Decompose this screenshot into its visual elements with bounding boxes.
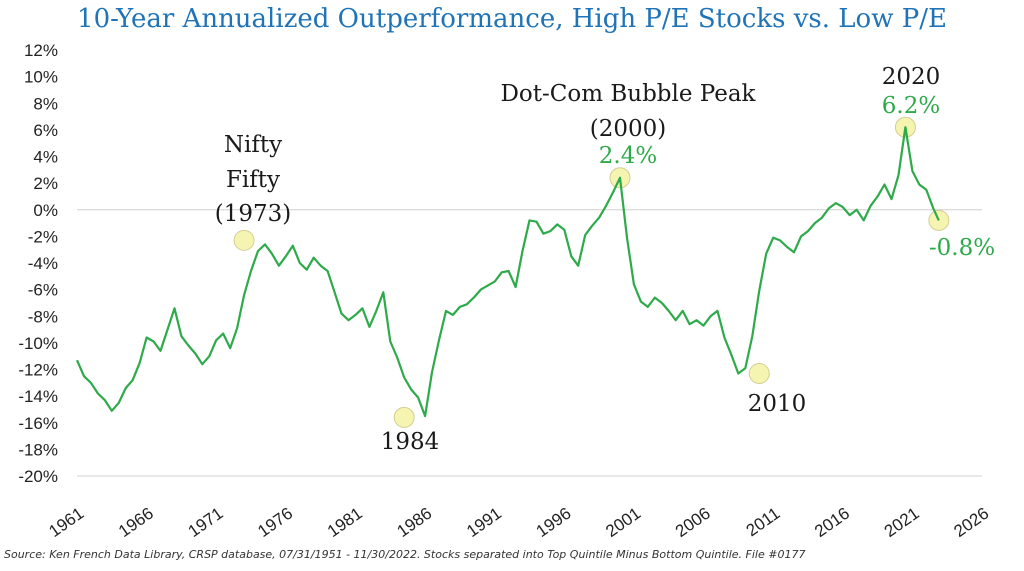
x-tick-label: 1966: [115, 504, 157, 541]
y-tick-label: -4%: [28, 254, 58, 273]
marker-1984: [393, 406, 415, 428]
x-tick-label: 2006: [672, 504, 714, 541]
x-tick-label: 2011: [743, 504, 784, 541]
y-tick-label: 6%: [33, 121, 58, 140]
annotation-2020-label: 2020: [882, 64, 941, 90]
x-tick-label: 1981: [324, 504, 366, 541]
annotation-latest-value: -0.8%: [929, 235, 995, 261]
y-tick-label: -18%: [18, 440, 58, 459]
annotation-dot-com-label: Dot-Com Bubble Peak: [500, 81, 756, 107]
annotation-nifty-fifty-label: (1973): [215, 201, 291, 227]
x-tick-label: 2001: [602, 504, 644, 541]
annotation-labels: Nifty Fifty (1973) 1984 Dot-Com Bubble Peak (…: [215, 64, 995, 455]
x-tick-label: 2026: [950, 504, 992, 541]
y-tick-label: -2%: [28, 227, 58, 246]
x-axis-ticks: 1961 1966 1971 1976 1981 1986 1991 1996 2001 2006…: [45, 504, 992, 541]
y-tick-label: 8%: [33, 94, 58, 113]
y-tick-label: 0%: [33, 201, 58, 220]
source-note: Source: Ken French Data Library, CRSP da…: [4, 548, 806, 561]
annotation-dot-com-label: (2000): [590, 116, 666, 142]
y-tick-label: 10%: [24, 68, 58, 87]
annotation-dot-com-value: 2.4%: [599, 143, 657, 169]
marker-2010: [748, 362, 770, 384]
x-tick-label: 1991: [463, 504, 505, 541]
y-axis-ticks: 12% 10% 8% 6% 4% 2% 0% -2% -4% -6% -8% -10% -12% -14%…: [18, 41, 58, 486]
line-chart: 12% 10% 8% 6% 4% 2% 0% -2% -4% -6% -8% -10% -12% -14%…: [18, 41, 995, 541]
marker-nifty-fifty: [233, 229, 255, 251]
y-tick-label: -14%: [18, 387, 58, 406]
series-line: [75, 126, 940, 418]
x-tick-label: 1986: [393, 504, 435, 541]
y-tick-label: -10%: [18, 334, 58, 353]
annotation-1984-label: 1984: [381, 429, 440, 455]
annotation-nifty-fifty-label: Nifty: [224, 132, 282, 158]
y-tick-label: -12%: [18, 361, 58, 380]
annotation-nifty-fifty-label: Fifty: [226, 167, 280, 193]
y-tick-label: -8%: [28, 307, 58, 326]
annotation-2010-label: 2010: [748, 391, 807, 417]
y-tick-label: -20%: [18, 467, 58, 486]
annotation-markers: [233, 116, 950, 428]
x-tick-label: 1996: [533, 504, 575, 541]
y-tick-label: -6%: [28, 281, 58, 300]
x-tick-label: 2021: [881, 504, 923, 541]
x-tick-label: 2016: [811, 504, 853, 541]
chart-title: 10-Year Annualized Outperformance, High …: [77, 4, 947, 34]
x-tick-label: 1976: [254, 504, 296, 541]
y-tick-label: -16%: [18, 414, 58, 433]
y-tick-label: 12%: [24, 41, 58, 60]
x-tick-label: 1961: [45, 504, 87, 541]
y-tick-label: 2%: [33, 174, 58, 193]
annotation-2020-value: 6.2%: [882, 93, 940, 119]
x-tick-label: 1971: [185, 504, 227, 541]
marker-latest: [928, 209, 950, 231]
y-tick-label: 4%: [33, 148, 58, 167]
